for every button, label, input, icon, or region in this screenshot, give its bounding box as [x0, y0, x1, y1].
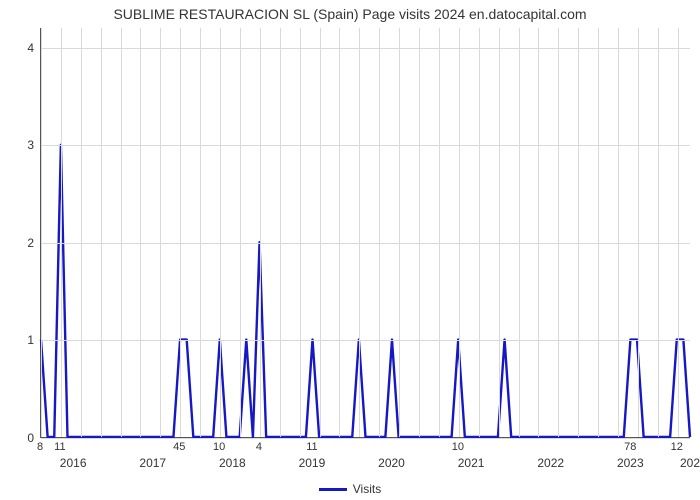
x-year-label: 2023 [617, 456, 644, 470]
x-year-label: 2017 [139, 456, 166, 470]
y-tick-label: 2 [6, 236, 34, 250]
gridline-v [519, 28, 520, 437]
point-value-label: 45 [173, 441, 185, 453]
gridline-v [81, 28, 82, 437]
plot-area [40, 28, 690, 438]
gridline-v [140, 28, 141, 437]
chart-legend: Visits [0, 482, 700, 496]
gridline-v [280, 28, 281, 437]
x-year-label: 202 [680, 456, 700, 470]
gridline-v [260, 28, 261, 437]
gridline-v [558, 28, 559, 437]
gridline-v [240, 28, 241, 437]
gridline-v [320, 28, 321, 437]
gridline-v [220, 28, 221, 437]
point-value-label: 11 [306, 441, 317, 453]
y-tick-label: 3 [6, 138, 34, 152]
gridline-v [658, 28, 659, 437]
gridline-v [578, 28, 579, 437]
series-line [41, 28, 690, 437]
x-year-label: 2022 [537, 456, 564, 470]
gridline-v [499, 28, 500, 437]
point-value-label: 10 [213, 441, 225, 453]
gridline-v [479, 28, 480, 437]
gridline-v [439, 28, 440, 437]
gridline-v [359, 28, 360, 437]
gridline-v [339, 28, 340, 437]
gridline-v [121, 28, 122, 437]
gridline-v [379, 28, 380, 437]
gridline-v [618, 28, 619, 437]
y-tick-label: 4 [6, 41, 34, 55]
gridline-v [399, 28, 400, 437]
gridline-h [41, 48, 690, 49]
point-value-label: 78 [624, 441, 636, 453]
visits-chart: SUBLIME RESTAURACION SL (Spain) Page vis… [0, 0, 700, 500]
gridline-v [538, 28, 539, 437]
x-year-label: 2018 [219, 456, 246, 470]
gridline-h [41, 243, 690, 244]
gridline-v [160, 28, 161, 437]
point-value-label: 12 [671, 441, 683, 453]
point-value-label: 11 [54, 441, 65, 453]
gridline-h [41, 438, 690, 439]
x-year-label: 2016 [60, 456, 87, 470]
gridline-v [678, 28, 679, 437]
point-value-label: 4 [256, 441, 262, 453]
gridline-v [101, 28, 102, 437]
gridline-h [41, 145, 690, 146]
gridline-v [61, 28, 62, 437]
y-tick-label: 0 [6, 431, 34, 445]
legend-label: Visits [353, 482, 381, 496]
gridline-v [459, 28, 460, 437]
y-tick-label: 1 [6, 333, 34, 347]
gridline-v [300, 28, 301, 437]
legend-swatch [319, 488, 347, 491]
chart-title: SUBLIME RESTAURACION SL (Spain) Page vis… [0, 6, 700, 22]
gridline-v [598, 28, 599, 437]
gridline-v [419, 28, 420, 437]
gridline-v [200, 28, 201, 437]
x-year-label: 2020 [378, 456, 405, 470]
gridline-v [180, 28, 181, 437]
gridline-v [41, 28, 42, 437]
point-value-label: 10 [452, 441, 464, 453]
gridline-h [41, 340, 690, 341]
gridline-v [638, 28, 639, 437]
x-year-label: 2021 [458, 456, 485, 470]
point-value-label: 8 [37, 441, 43, 453]
x-year-label: 2019 [299, 456, 326, 470]
